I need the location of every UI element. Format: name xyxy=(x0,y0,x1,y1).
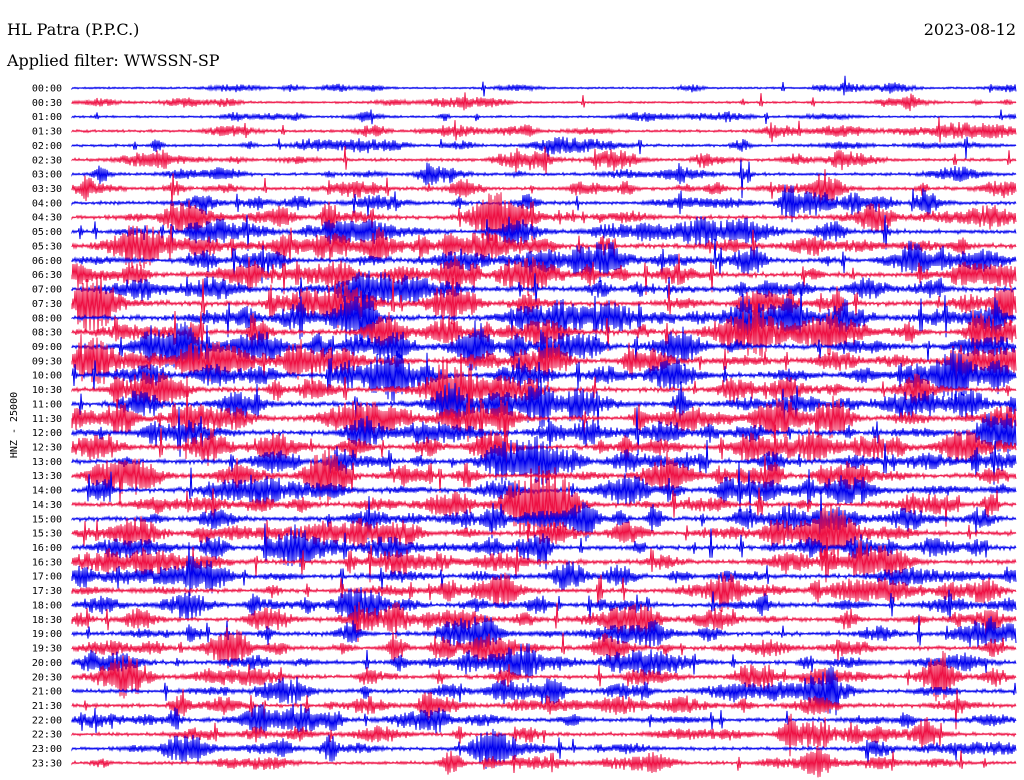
trace-line xyxy=(71,136,1017,159)
trace-line xyxy=(71,225,1017,269)
tick-label: 19:00 xyxy=(32,629,62,640)
trace-line xyxy=(71,627,1017,669)
trace-line xyxy=(71,688,1017,730)
channel-label: HNZ - 25000 xyxy=(9,392,20,458)
trace-line xyxy=(71,75,1017,97)
trace-line xyxy=(71,665,1017,716)
tick-label: 17:00 xyxy=(32,572,62,583)
tick-label: 21:00 xyxy=(32,687,62,698)
tick-label: 08:00 xyxy=(32,313,62,324)
tick-label: 05:00 xyxy=(32,227,62,238)
trace-line xyxy=(71,353,1017,425)
trace-line xyxy=(71,184,1017,223)
tick-label: 15:30 xyxy=(32,529,62,540)
trace-line xyxy=(71,542,1017,597)
trace-line xyxy=(71,347,1017,403)
tick-label: 03:30 xyxy=(32,184,62,195)
tick-label: 21:30 xyxy=(32,701,62,712)
tick-label: 14:00 xyxy=(32,486,62,497)
trace-line xyxy=(71,192,1017,244)
tick-label: 07:00 xyxy=(32,285,62,296)
trace-line xyxy=(71,92,1017,112)
trace-line xyxy=(71,375,1017,459)
tick-label: 04:00 xyxy=(32,198,62,209)
tick-label: 15:00 xyxy=(32,514,62,525)
trace-line xyxy=(71,713,1017,757)
trace-line xyxy=(71,745,1017,778)
tick-label: 17:30 xyxy=(32,586,62,597)
trace-line xyxy=(71,406,1017,457)
trace-line xyxy=(71,465,1017,545)
trace-line xyxy=(71,159,1017,199)
tick-label: 23:30 xyxy=(32,758,62,769)
tick-label: 09:00 xyxy=(32,342,62,353)
tick-label: 04:30 xyxy=(32,213,62,224)
trace-line xyxy=(71,327,1017,388)
tick-label: 00:00 xyxy=(32,84,62,95)
tick-label: 01:00 xyxy=(32,112,62,123)
tick-label: 12:30 xyxy=(32,443,62,454)
trace-line xyxy=(71,703,1017,739)
trace-line xyxy=(71,273,1017,334)
trace-line xyxy=(71,253,1017,297)
tick-label: 22:30 xyxy=(32,730,62,741)
tick-label: 11:30 xyxy=(32,414,62,425)
tick-label: 13:30 xyxy=(32,471,62,482)
tick-label: 01:30 xyxy=(32,127,62,138)
record-date: 2023-08-12 xyxy=(923,20,1016,39)
trace-line xyxy=(71,643,1017,683)
tick-label: 10:00 xyxy=(32,371,62,382)
tick-label: 16:30 xyxy=(32,557,62,568)
station-title: HL Patra (P.P.C.) xyxy=(7,20,140,39)
trace-line xyxy=(71,728,1017,769)
tick-label: 06:00 xyxy=(32,256,62,267)
tick-label: 20:00 xyxy=(32,658,62,669)
tick-label: 02:30 xyxy=(32,155,62,166)
tick-label: 08:30 xyxy=(32,328,62,339)
tick-label: 12:00 xyxy=(32,428,62,439)
trace-line xyxy=(71,145,1017,175)
seismic-traces xyxy=(71,75,1017,778)
trace-line xyxy=(71,377,1017,430)
tick-label: 00:30 xyxy=(32,98,62,109)
tick-label: 19:30 xyxy=(32,644,62,655)
trace-line xyxy=(71,650,1017,702)
time-tick-labels: 00:00 00:30 01:00 01:30 02:00 02:30 03:00 03:30… xyxy=(32,84,62,770)
trace-line xyxy=(71,537,1017,583)
trace-line xyxy=(71,109,1017,125)
trace-line xyxy=(71,586,1017,626)
filter-label: Applied filter: WWSSN-SP xyxy=(7,51,220,70)
tick-label: 10:30 xyxy=(32,385,62,396)
trace-line xyxy=(71,572,1017,613)
trace-line xyxy=(71,490,1017,542)
trace-line xyxy=(71,435,1017,485)
trace-line xyxy=(71,601,1017,648)
tick-label: 05:30 xyxy=(32,241,62,252)
trace-line xyxy=(71,270,1017,312)
trace-line xyxy=(71,117,1017,143)
tick-label: 11:00 xyxy=(32,399,62,410)
tick-label: 18:00 xyxy=(32,600,62,611)
tick-label: 09:30 xyxy=(32,356,62,367)
trace-line xyxy=(71,287,1017,348)
tick-label: 06:30 xyxy=(32,270,62,281)
trace-line xyxy=(71,169,1017,205)
tick-label: 13:00 xyxy=(32,457,62,468)
trace-line xyxy=(71,214,1017,252)
tick-label: 23:00 xyxy=(32,744,62,755)
tick-label: 14:30 xyxy=(32,500,62,511)
tick-label: 22:00 xyxy=(32,715,62,726)
tick-label: 03:00 xyxy=(32,170,62,181)
tick-label: 02:00 xyxy=(32,141,62,152)
tick-label: 20:30 xyxy=(32,672,62,683)
tick-label: 18:30 xyxy=(32,615,62,626)
tick-label: 16:00 xyxy=(32,543,62,554)
tick-label: 07:30 xyxy=(32,299,62,310)
